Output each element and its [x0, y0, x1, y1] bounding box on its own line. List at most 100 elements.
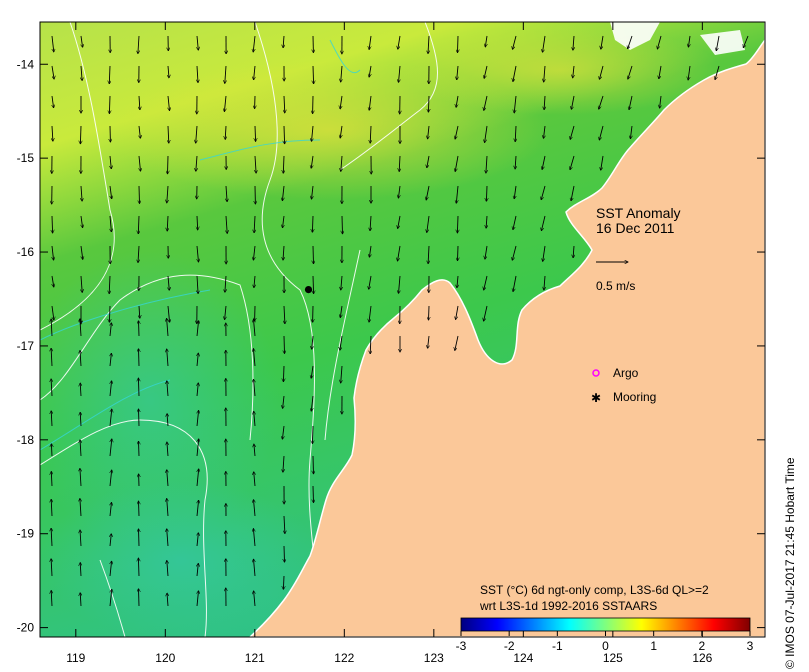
current-vector-arrow — [52, 215, 53, 233]
current-vector-arrow — [254, 65, 255, 80]
current-vector-arrow — [284, 515, 285, 534]
current-vector-arrow — [370, 125, 371, 143]
current-vector-arrow — [515, 125, 516, 142]
current-vector-arrow — [80, 440, 81, 457]
current-vector-arrow — [52, 125, 53, 141]
x-tick-label: 120 — [155, 651, 175, 665]
current-vector-arrow — [398, 215, 401, 229]
axis-ticks: 119 120 121 122 123 124 125 126-14-15-16-17-18-… — [17, 22, 765, 665]
current-vector-arrow — [659, 65, 662, 79]
current-vector-arrow — [399, 275, 401, 293]
current-vector-arrow — [283, 245, 284, 260]
current-vector-arrow — [515, 155, 516, 169]
current-vector-arrow — [630, 125, 632, 139]
current-vector-arrow — [196, 469, 199, 487]
current-vector-arrow — [486, 215, 487, 228]
current-vector-arrow — [428, 35, 429, 54]
current-vector-arrow — [139, 95, 140, 110]
current-vector-arrow — [226, 185, 227, 202]
current-vector-arrow — [571, 185, 575, 201]
current-vector-arrow — [657, 35, 662, 49]
current-vector-arrow — [282, 185, 284, 201]
current-vector-arrow — [167, 561, 168, 577]
current-vector-arrow — [254, 411, 255, 427]
current-streamlines — [40, 39, 361, 451]
current-vector-arrow — [167, 470, 168, 487]
current-vector-arrow — [513, 215, 517, 230]
current-vector-arrow — [743, 35, 749, 48]
current-vector-arrow — [427, 155, 430, 168]
current-vector-arrow — [51, 305, 54, 320]
current-vector-arrow — [313, 245, 314, 264]
current-vector-arrow — [167, 185, 168, 203]
current-vector-arrow — [138, 378, 139, 397]
current-vector-arrow — [458, 245, 459, 261]
current-vector-arrow — [81, 65, 82, 81]
current-vector-arrow — [599, 65, 604, 79]
current-vector-arrow — [544, 65, 545, 82]
current-vector-arrow — [341, 65, 342, 82]
current-vector-arrow — [282, 425, 284, 439]
current-vector-arrow — [513, 275, 517, 292]
current-vector-arrow — [283, 215, 285, 228]
x-tick-label: 123 — [424, 651, 444, 665]
cool-anomaly-patch-2 — [40, 480, 320, 637]
current-vector-arrow — [311, 395, 313, 411]
current-vector-arrow — [197, 215, 198, 230]
current-vector-arrow — [254, 500, 256, 517]
current-vector-arrow — [312, 185, 314, 199]
current-vector-arrow — [80, 563, 81, 577]
x-tick-label: 119 — [66, 651, 85, 665]
current-vector-arrow — [109, 409, 112, 427]
current-vector-arrow — [197, 275, 198, 294]
land-mass — [248, 22, 765, 637]
current-vector-arrow — [167, 414, 168, 427]
current-vector-arrow — [52, 275, 54, 287]
current-vector-arrow — [80, 125, 81, 144]
current-vector-arrow — [51, 472, 52, 487]
x-tick-label: 124 — [513, 651, 533, 665]
y-tick-label: -16 — [17, 245, 35, 259]
current-vector-arrow — [254, 559, 256, 577]
current-vector-arrow — [341, 365, 342, 383]
current-vector-arrow — [197, 65, 198, 83]
title-line-2: 16 Dec 2011 — [596, 220, 675, 236]
current-vector-arrow — [225, 275, 226, 292]
mooring-legend-icon: ✱ — [591, 391, 601, 405]
current-vector-arrow — [196, 155, 197, 171]
current-vector-arrow — [110, 353, 111, 367]
colorbar-gradient — [460, 617, 751, 632]
current-vector-arrow — [455, 335, 459, 351]
current-vector-arrow — [283, 155, 284, 173]
current-vector-arrow — [716, 35, 720, 51]
current-vector-arrow — [428, 245, 429, 264]
current-vector-arrow — [456, 95, 459, 107]
current-vector-arrow — [51, 528, 52, 547]
current-vector-arrow — [485, 35, 487, 47]
current-vector-arrow — [399, 65, 401, 82]
current-vector-arrow — [313, 455, 314, 474]
legend: Argo ✱ Mooring — [591, 366, 656, 405]
current-vector-arrow — [284, 125, 285, 144]
current-vector-arrow — [398, 245, 401, 261]
current-vector-arrow — [167, 499, 168, 517]
current-vector-arrow — [370, 215, 371, 231]
current-vector-arrow — [255, 125, 256, 141]
current-vector-arrow — [109, 439, 112, 457]
current-vector-arrow — [486, 155, 487, 173]
current-vector-arrow — [427, 215, 430, 233]
sst-contours — [40, 22, 438, 637]
current-vector-arrow — [399, 155, 400, 172]
x-tick-label: 126 — [692, 651, 712, 665]
current-vector-arrow — [455, 125, 459, 139]
current-vector-arrow — [570, 155, 575, 170]
colorbar-tick-label: 1 — [650, 639, 657, 653]
current-vector-arrow — [138, 245, 139, 263]
current-vector-arrow — [599, 125, 604, 140]
current-vector-arrow — [253, 529, 255, 547]
current-vector-arrow — [81, 215, 83, 228]
current-vector-arrow — [197, 410, 199, 427]
current-vector-arrow — [426, 185, 430, 200]
x-tick-label: 122 — [334, 651, 354, 665]
current-vector-arrow — [168, 305, 170, 322]
